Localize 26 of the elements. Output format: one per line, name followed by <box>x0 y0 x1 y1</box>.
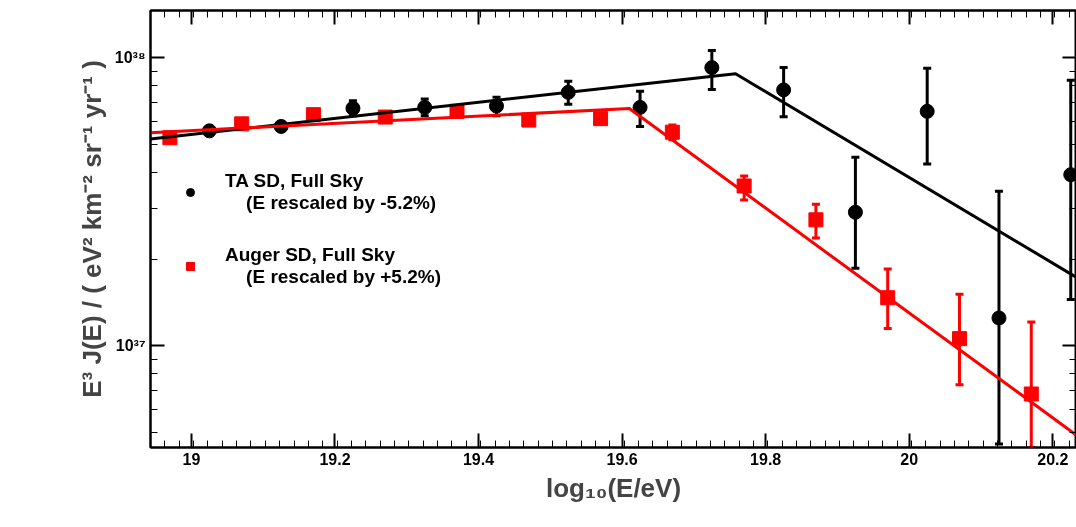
point <box>704 60 720 76</box>
point <box>808 212 824 228</box>
y-tick-label: 10³⁸ <box>114 49 146 67</box>
x-tick-label: 19.6 <box>606 450 638 468</box>
x-tick-label: 19.2 <box>319 450 351 468</box>
legend-label: TA SD, Full Sky (E rescaled by -5.2%) <box>225 169 437 214</box>
point <box>345 100 361 116</box>
point <box>991 310 1007 326</box>
x-tick-label: 20.2 <box>1037 450 1069 468</box>
x-tick-label: 19.8 <box>750 450 782 468</box>
point <box>919 103 935 119</box>
point <box>1023 386 1039 402</box>
point <box>776 82 792 98</box>
x-tick-label: 19 <box>182 450 201 468</box>
point <box>664 124 680 140</box>
point <box>847 204 863 220</box>
y-tick-label: 10³⁷ <box>115 337 146 355</box>
legend-label: Auger SD, Full Sky (E rescaled by +5.2%) <box>225 243 441 288</box>
y-axis-title: E³ J(E) / ( eV² km⁻² sr⁻¹ yr⁻¹ ) <box>76 60 107 398</box>
x-tick-label: 19.4 <box>462 450 495 468</box>
point <box>593 111 609 127</box>
point <box>736 178 752 194</box>
x-tick-label: 20 <box>900 450 919 468</box>
x-axis-title: log₁₀(E/eV) <box>545 472 682 503</box>
point <box>951 331 967 347</box>
point <box>632 99 648 115</box>
